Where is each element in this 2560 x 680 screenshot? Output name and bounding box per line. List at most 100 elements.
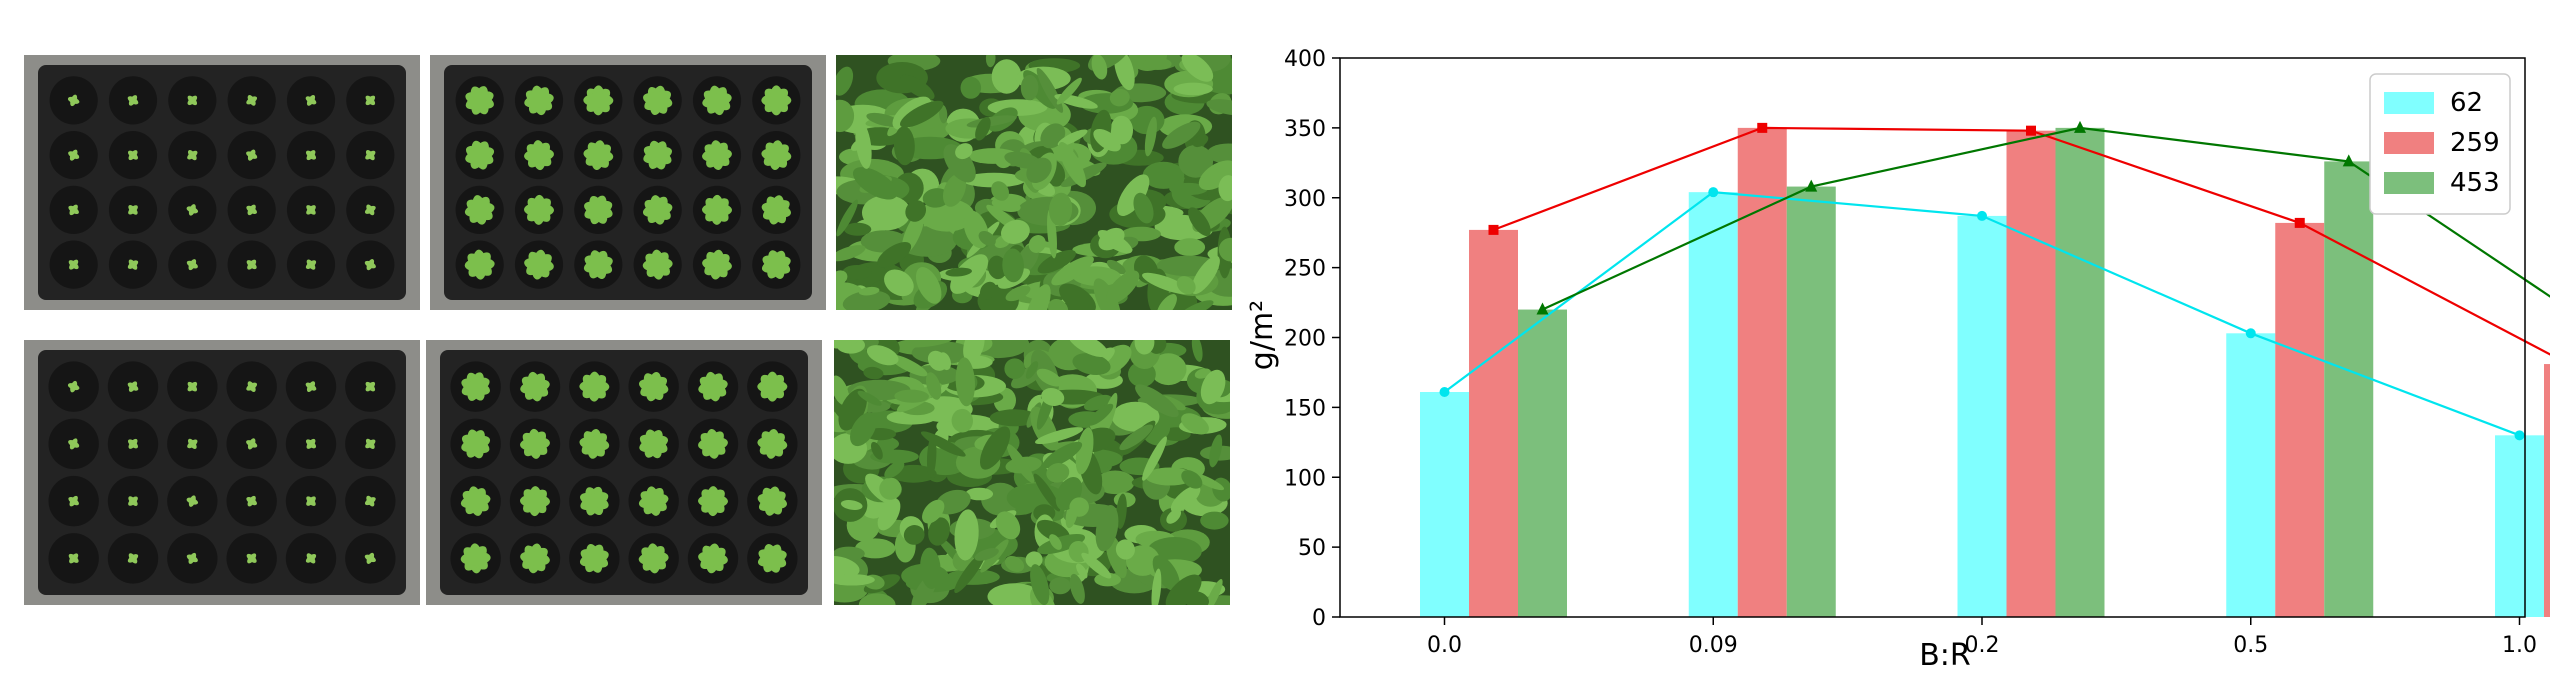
leaf-mark bbox=[950, 254, 989, 294]
seedling-leaf bbox=[698, 379, 728, 395]
seedling-leaf bbox=[69, 495, 78, 507]
leaf-mark bbox=[1059, 283, 1096, 310]
leaf-mark bbox=[1005, 285, 1031, 302]
leaf-mark bbox=[834, 556, 860, 578]
seedling-leaf bbox=[524, 257, 554, 272]
seedling-leaf bbox=[69, 204, 78, 216]
leaf-mark bbox=[987, 255, 1007, 280]
leaf-mark bbox=[1166, 509, 1182, 524]
leaf-mark bbox=[945, 267, 972, 277]
leaf-mark bbox=[842, 265, 872, 280]
seedling-leaf bbox=[70, 94, 78, 107]
leaf-mark bbox=[1173, 82, 1213, 96]
seedling-leaf bbox=[364, 205, 376, 214]
seedling-leaf bbox=[246, 96, 258, 105]
seedling-leaf bbox=[305, 260, 317, 269]
point-62-0.0 bbox=[1439, 387, 1450, 398]
seedling-leaf bbox=[642, 202, 673, 218]
seedling-leaf bbox=[306, 205, 316, 215]
tray-image bbox=[426, 340, 822, 605]
leaf-mark bbox=[894, 389, 929, 403]
leaf-mark bbox=[1178, 145, 1214, 178]
leaf-mark bbox=[1004, 555, 1025, 573]
seedling-leaf bbox=[187, 150, 198, 160]
seedling-leaf bbox=[698, 551, 728, 566]
bar-62-0.2 bbox=[1957, 215, 2007, 618]
seedling-leaf bbox=[306, 381, 316, 392]
seedling-leaf bbox=[702, 92, 732, 108]
leaf-mark bbox=[1188, 207, 1211, 237]
seedling-leaf bbox=[306, 95, 316, 106]
leaf-mark bbox=[1192, 134, 1209, 148]
seedling-leaf bbox=[702, 257, 732, 272]
seedling-leaf bbox=[69, 553, 79, 564]
leaf-mark bbox=[926, 434, 937, 478]
seedling-leaf bbox=[127, 554, 139, 563]
leaf-mark bbox=[1087, 403, 1114, 426]
leaf-mark bbox=[889, 354, 928, 377]
leaf-mark bbox=[1117, 174, 1150, 217]
seedling-leaf bbox=[761, 256, 791, 273]
seedling-leaf bbox=[128, 381, 138, 392]
leaf-mark bbox=[1218, 237, 1232, 262]
seedling-leaf bbox=[579, 436, 610, 452]
leaf-mark bbox=[1006, 444, 1035, 483]
seedling-leaf bbox=[464, 202, 495, 218]
legend-swatch-259 bbox=[2384, 132, 2434, 154]
seedling-leaf bbox=[366, 552, 375, 564]
seedling-leaf bbox=[247, 495, 256, 507]
leaf-mark bbox=[915, 267, 942, 304]
leaf-mark bbox=[965, 487, 994, 501]
point-62-1.0 bbox=[2514, 430, 2525, 441]
seedling-leaf bbox=[761, 93, 792, 108]
y-tick-label: 200 bbox=[1284, 327, 1326, 352]
leaf-mark bbox=[1091, 55, 1108, 80]
seedling-leaf bbox=[188, 495, 196, 507]
leaf-mark bbox=[938, 352, 951, 371]
leaf-mark bbox=[1169, 182, 1208, 196]
seedling-leaf bbox=[580, 492, 609, 511]
bar-259-0.0 bbox=[1469, 229, 1518, 617]
leaf-mark bbox=[1191, 255, 1220, 295]
leaf-mark bbox=[877, 498, 901, 531]
leaf-mark bbox=[1049, 534, 1062, 550]
bar-453-0.5 bbox=[2324, 161, 2374, 618]
leaf-mark bbox=[1179, 300, 1214, 310]
seedling-leaf bbox=[761, 147, 792, 163]
seedling-leaf bbox=[188, 259, 197, 271]
tray-image bbox=[24, 340, 420, 605]
leaf-mark bbox=[1057, 129, 1088, 146]
tray-photo-bottom-right bbox=[834, 340, 1230, 605]
leaf-mark bbox=[1106, 259, 1126, 275]
y-tick-label: 300 bbox=[1284, 187, 1326, 212]
leaf-mark bbox=[1037, 249, 1076, 274]
seedling-leaf bbox=[465, 147, 495, 164]
bars-layer bbox=[1420, 127, 2560, 618]
leaf-mark bbox=[1181, 55, 1214, 82]
leaf-mark bbox=[1036, 368, 1063, 387]
bar-453-0.09 bbox=[1786, 186, 1836, 617]
leaf-mark bbox=[1046, 463, 1070, 483]
legend-label-259: 259 bbox=[2450, 128, 2500, 158]
x-tick-label: 0.0 bbox=[1427, 633, 1462, 658]
leaf-mark bbox=[1030, 564, 1050, 605]
seedling-leaf bbox=[365, 381, 376, 392]
seedling-leaf bbox=[524, 92, 554, 108]
leaf-mark bbox=[978, 230, 996, 247]
seedling-leaf bbox=[524, 148, 554, 163]
leaf-mark bbox=[1135, 384, 1179, 418]
tray-image bbox=[836, 55, 1232, 310]
leaf-mark bbox=[954, 550, 986, 594]
leaf-mark bbox=[1035, 427, 1084, 445]
seedling-leaf bbox=[460, 493, 491, 509]
leaf-mark bbox=[842, 290, 891, 310]
seedling-leaf bbox=[247, 204, 256, 216]
y-tick-label: 350 bbox=[1284, 117, 1326, 142]
leaf-mark bbox=[991, 59, 1022, 94]
leaf-mark bbox=[857, 390, 882, 406]
leaf-mark bbox=[843, 222, 872, 236]
seedling-leaf bbox=[579, 379, 610, 394]
leaf-mark bbox=[1094, 572, 1121, 587]
leaf-mark bbox=[1150, 353, 1187, 386]
leaf-mark bbox=[834, 340, 862, 349]
